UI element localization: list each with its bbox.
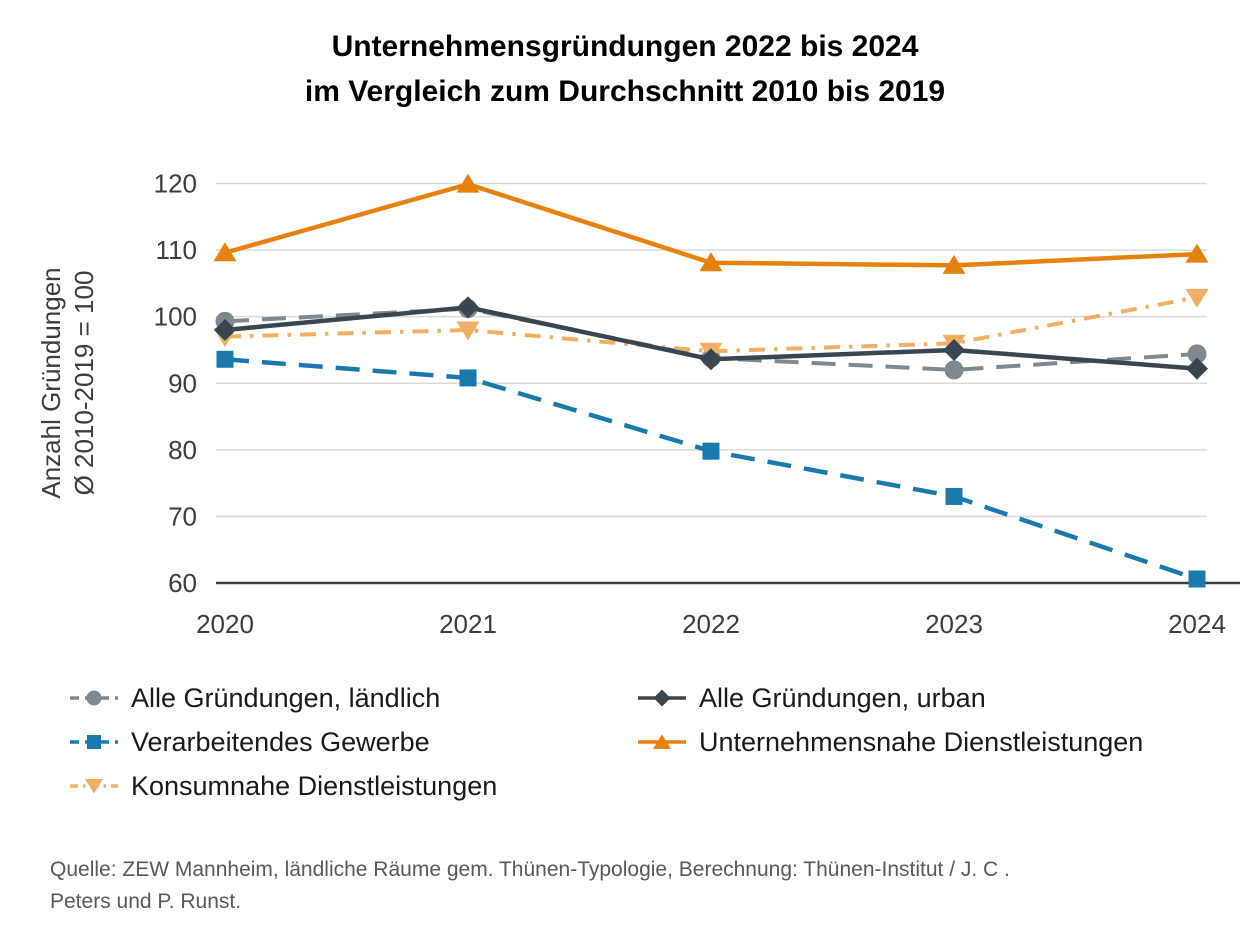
legend-item: Verarbeitendes Gewerbe — [70, 726, 638, 758]
line-chart: Anzahl Gründungen Ø 2010-2019 = 100 60 70… — [36, 169, 1240, 639]
legend-item: Konsumnahe Dienstleistungen — [70, 770, 638, 802]
chart-legend: Alle Gründungen, ländlich Alle Gründungen… — [70, 682, 1220, 802]
data-point-marker — [1186, 357, 1208, 380]
x-tick-label: 2020 — [196, 609, 254, 639]
x-tick-label: 2023 — [925, 609, 983, 639]
data-point-marker — [1185, 243, 1209, 263]
data-point-marker — [459, 369, 477, 387]
legend-item: Alle Gründungen, ländlich — [70, 682, 638, 714]
y-tick-label: 70 — [168, 501, 197, 531]
y-axis-label-line2: Ø 2010-2019 = 100 — [69, 271, 99, 496]
data-point-marker — [1185, 288, 1209, 308]
data-point-marker — [216, 350, 234, 368]
legend-marker-square-icon — [70, 735, 118, 749]
source-note: Quelle: ZEW Mannheim, ländliche Räume ge… — [50, 854, 1210, 918]
chart-title-line1: Unternehmensgründungen 2022 bis 2024 — [331, 30, 919, 63]
legend-item: Unternehmensnahe Dienstleistungen — [638, 726, 1220, 758]
data-point-marker — [456, 173, 480, 193]
y-tick-label: 80 — [168, 435, 197, 465]
data-point-marker — [944, 360, 964, 380]
series-line — [224, 295, 1198, 354]
series-line — [224, 357, 1198, 582]
legend-label: Verarbeitendes Gewerbe — [131, 726, 430, 757]
source-note-line1: Quelle: ZEW Mannheim, ländliche Räume ge… — [50, 858, 1010, 881]
data-point-marker — [1188, 570, 1206, 588]
legend-marker-triangle-up-icon — [638, 734, 686, 749]
data-point-marker — [1187, 344, 1207, 364]
data-point-marker — [699, 252, 723, 272]
x-tick-label: 2022 — [682, 609, 740, 639]
data-point-marker — [213, 242, 237, 262]
legend-marker-diamond-icon — [638, 689, 686, 707]
y-axis-label-line1: Anzahl Gründungen — [36, 267, 66, 498]
data-point-marker — [942, 254, 966, 274]
y-tick-label: 120 — [154, 169, 197, 199]
y-tick-label: 90 — [168, 368, 197, 398]
data-point-marker — [702, 442, 720, 460]
legend-item: Alle Gründungen, urban — [638, 682, 1220, 714]
legend-label: Unternehmensnahe Dienstleistungen — [699, 726, 1144, 757]
legend-marker-triangle-down-icon — [70, 779, 118, 794]
y-tick-label: 110 — [156, 235, 197, 265]
data-point-marker — [700, 348, 722, 371]
source-note-line2: Peters und P. Runst. — [50, 890, 242, 913]
data-point-marker — [214, 318, 236, 341]
x-tick-label: 2024 — [1168, 609, 1226, 639]
chart-title-line2: im Vergleich zum Durchschnitt 2010 bis 2… — [304, 75, 946, 108]
y-tick-label: 60 — [168, 568, 197, 598]
legend-marker-circle-icon — [70, 690, 118, 706]
legend-label: Alle Gründungen, urban — [699, 682, 986, 713]
legend-label: Alle Gründungen, ländlich — [131, 682, 441, 713]
legend-label: Konsumnahe Dienstleistungen — [131, 770, 498, 801]
chart-title: Unternehmensgründungen 2022 bis 2024 im … — [0, 24, 1250, 114]
data-point-marker — [945, 487, 963, 505]
data-point-marker — [457, 296, 479, 319]
y-tick-label: 100 — [154, 302, 197, 332]
plot-area: Anzahl Gründungen Ø 2010-2019 = 100 60 70… — [0, 140, 1250, 660]
x-tick-label: 2021 — [439, 609, 497, 639]
data-point-marker — [943, 338, 965, 361]
data-point-marker — [456, 321, 480, 341]
